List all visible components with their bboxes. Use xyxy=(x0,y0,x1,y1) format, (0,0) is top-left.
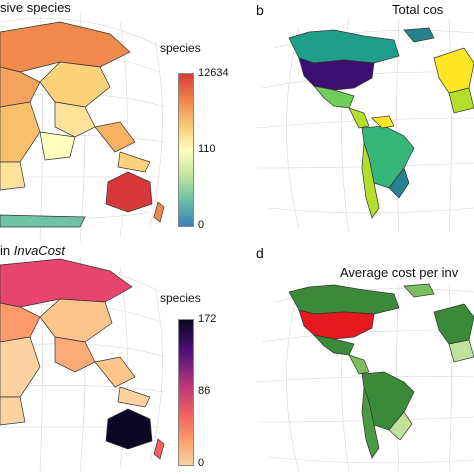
panel-c-tick-min: 0 xyxy=(198,457,205,469)
countries xyxy=(0,21,165,228)
panel-b-letter: b xyxy=(256,2,264,18)
panel-c-title-italic: InvaCost xyxy=(13,243,66,258)
countries xyxy=(288,27,474,219)
panel-c-tick-mid: 86 xyxy=(198,385,211,397)
panel-a-legend-title: species xyxy=(160,41,201,55)
panel-d-map xyxy=(255,281,474,473)
panel-a-tick-mid: 110 xyxy=(198,143,216,155)
panel-c-map xyxy=(0,256,171,473)
panel-d-letter: d xyxy=(256,245,264,261)
panel-c-colorbar xyxy=(178,319,194,466)
panel-a-colorbar xyxy=(178,73,194,227)
panel-a-map xyxy=(0,11,171,243)
panel-c-legend-title: species xyxy=(160,291,201,305)
panel-c-tick-max: 172 xyxy=(198,313,217,325)
countries xyxy=(288,283,474,459)
panel-a-tick-max: 12634 xyxy=(198,67,229,79)
panel-a-tick-min: 0 xyxy=(198,219,205,231)
panel-d-title: Average cost per inv xyxy=(340,265,459,280)
panel-b-map xyxy=(255,17,474,234)
countries xyxy=(0,258,165,460)
panel-b-title: Total cos xyxy=(392,2,444,17)
panel-c-title: in InvaCost xyxy=(0,243,65,258)
panel-c-title-prefix: in xyxy=(0,243,14,258)
panel-a-title: sive species xyxy=(0,0,71,15)
